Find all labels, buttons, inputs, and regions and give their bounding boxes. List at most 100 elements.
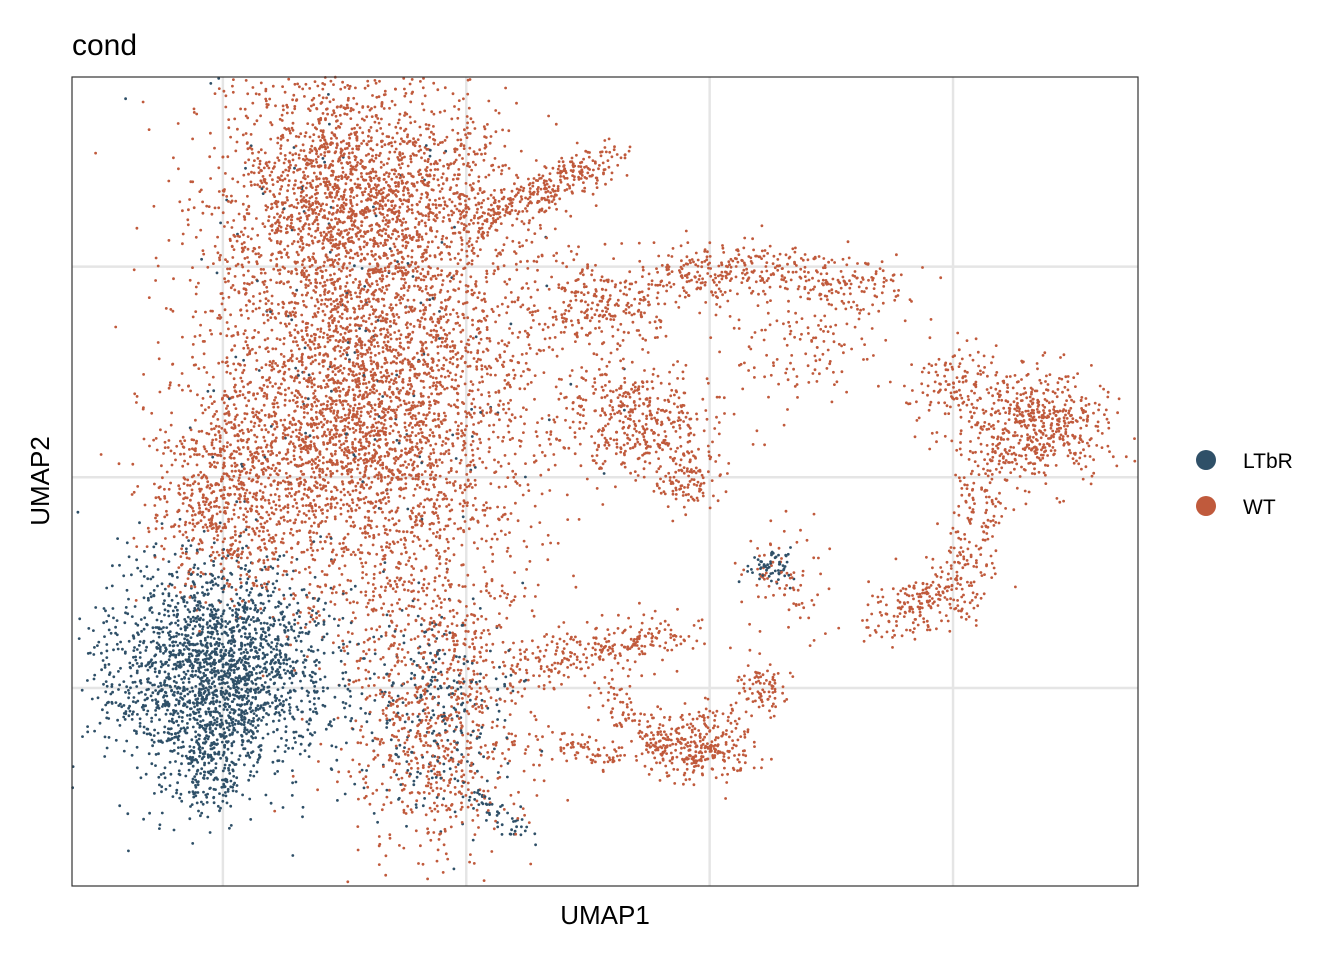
point-wt: [631, 383, 635, 387]
point-wt: [253, 159, 256, 163]
point-wt: [326, 217, 330, 221]
point-wt: [251, 164, 255, 168]
point-wt: [319, 403, 323, 407]
point-wt: [441, 336, 445, 340]
point-wt: [471, 318, 474, 322]
point-wt: [300, 458, 304, 461]
point-wt: [996, 437, 999, 441]
point-ltbr: [323, 675, 327, 679]
point-ltbr: [473, 798, 477, 801]
point-wt: [466, 573, 470, 577]
point-wt: [488, 227, 491, 230]
point-wt: [373, 648, 377, 652]
point-wt: [519, 652, 522, 656]
point-wt: [613, 656, 617, 660]
point-wt: [402, 189, 405, 193]
point-wt: [285, 476, 289, 479]
point-wt: [388, 387, 391, 391]
point-ltbr: [248, 632, 252, 636]
point-wt: [435, 364, 439, 367]
point-wt: [388, 380, 391, 384]
point-ltbr: [118, 563, 121, 567]
point-ltbr: [231, 599, 234, 603]
point-ltbr: [196, 783, 200, 787]
point-wt: [466, 700, 469, 704]
point-ltbr: [236, 730, 239, 734]
point-wt: [246, 343, 249, 347]
point-wt: [518, 484, 522, 487]
point-ltbr: [153, 654, 157, 658]
point-wt: [1036, 410, 1040, 414]
point-wt: [456, 702, 460, 706]
point-wt: [287, 426, 291, 430]
point-wt: [745, 271, 749, 275]
point-wt: [278, 268, 282, 272]
point-wt: [256, 233, 260, 237]
point-wt: [482, 789, 486, 793]
point-wt: [752, 248, 755, 252]
point-wt: [296, 513, 300, 517]
point-wt: [449, 404, 453, 408]
point-wt: [448, 609, 452, 613]
point-wt: [361, 571, 365, 574]
point-wt: [432, 505, 436, 509]
point-ltbr: [118, 724, 122, 727]
point-wt: [384, 379, 388, 383]
point-ltbr: [103, 635, 106, 638]
point-wt: [603, 395, 607, 399]
point-wt: [324, 269, 328, 272]
point-wt: [289, 131, 292, 135]
point-wt: [515, 665, 519, 668]
point-wt: [559, 175, 562, 178]
point-wt: [300, 521, 304, 524]
point-wt: [822, 257, 826, 260]
point-wt: [229, 135, 233, 139]
point-ltbr: [157, 612, 161, 615]
point-wt: [526, 483, 530, 487]
point-wt: [450, 773, 454, 777]
point-wt: [649, 738, 652, 741]
point-wt: [731, 766, 735, 770]
point-wt: [758, 681, 762, 685]
point-wt: [213, 206, 217, 210]
point-wt: [1092, 458, 1095, 462]
point-wt: [635, 429, 638, 433]
point-wt: [712, 281, 716, 284]
point-wt: [813, 285, 816, 289]
point-wt: [577, 165, 581, 168]
point-wt: [177, 524, 181, 528]
point-wt: [267, 501, 271, 505]
point-wt: [1015, 462, 1019, 466]
point-wt: [697, 764, 700, 768]
point-wt: [926, 393, 929, 397]
point-ltbr: [221, 665, 225, 669]
point-wt: [562, 621, 566, 624]
point-wt: [268, 376, 271, 380]
point-wt: [604, 288, 608, 292]
point-ltbr: [92, 677, 96, 681]
point-wt: [356, 463, 360, 467]
point-wt: [377, 676, 380, 679]
point-ltbr: [290, 318, 294, 322]
point-wt: [855, 304, 859, 307]
point-wt: [377, 844, 381, 848]
point-wt: [1102, 387, 1105, 391]
point-wt: [298, 245, 302, 249]
point-wt: [255, 359, 259, 362]
point-wt: [702, 481, 706, 485]
point-wt: [401, 473, 404, 477]
point-wt: [304, 435, 308, 438]
point-wt: [405, 738, 409, 742]
point-wt: [179, 439, 182, 443]
point-wt: [708, 241, 712, 245]
point-wt: [674, 742, 678, 746]
point-wt: [449, 815, 452, 819]
point-wt: [304, 448, 308, 451]
point-wt: [367, 516, 370, 520]
point-wt: [360, 346, 364, 350]
point-wt: [593, 278, 596, 282]
point-ltbr: [602, 472, 606, 475]
point-wt: [622, 357, 625, 361]
point-wt: [982, 521, 986, 525]
